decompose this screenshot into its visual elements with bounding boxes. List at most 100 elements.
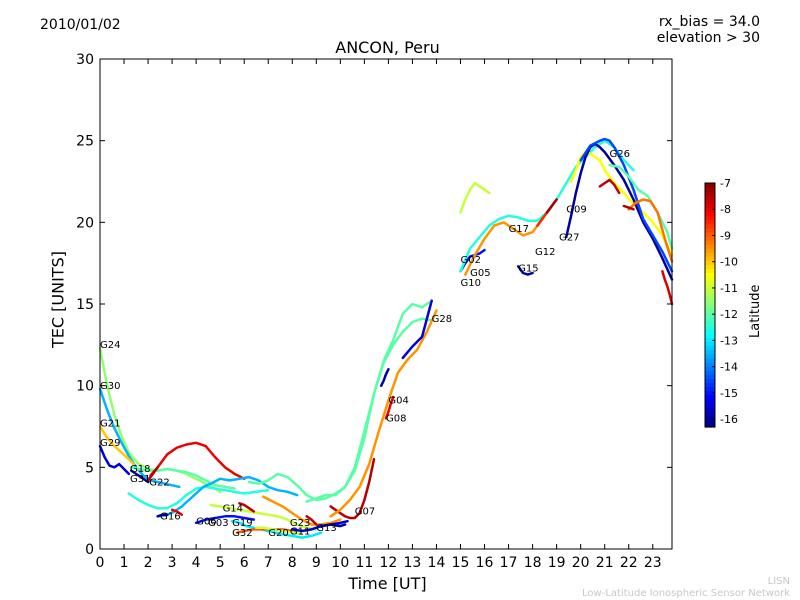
colorbar-segment: [705, 256, 715, 261]
series-line-g03b: [156, 513, 169, 518]
colorbar-segment: [705, 203, 715, 208]
series-label-g09: G09: [566, 205, 586, 216]
series-line-g26b: [598, 178, 621, 195]
x-tick-label: 2: [144, 555, 153, 571]
colorbar-frame: [704, 182, 716, 428]
colorbar-segment: [705, 378, 715, 383]
colorbar-segment: [705, 406, 715, 412]
series-line-g14b: [238, 502, 256, 513]
colorbar-segment: [705, 288, 715, 294]
series-label-g32: G32: [232, 528, 252, 539]
colorbar-segment: [705, 183, 715, 188]
plot-area: [100, 59, 672, 549]
x-tick-label: 23: [644, 555, 662, 571]
series-line-g23: [262, 495, 342, 526]
colorbar-segment: [705, 235, 715, 241]
series-label-g04: G04: [388, 396, 408, 407]
series-line-g09b: [545, 198, 558, 214]
x-tick-label: 9: [312, 555, 321, 571]
y-tick-label: 0: [85, 542, 94, 558]
series-label-g28: G28: [432, 314, 452, 325]
colorbar-segment: [705, 187, 715, 192]
series-label-g11: G11: [290, 526, 310, 537]
series-label-g15: G15: [518, 263, 538, 274]
date-label: 2010/01/02: [40, 17, 121, 33]
credit-short: LISN: [767, 576, 790, 587]
colorbar-tick-label: -9: [720, 229, 731, 242]
series-label-g08: G08: [386, 414, 406, 425]
colorbar-tick-label: -14: [720, 361, 738, 374]
series-line-g09: [569, 150, 674, 257]
colorbar-segment: [705, 353, 715, 359]
colorbar-tick-label: -10: [720, 256, 738, 269]
series-line-g01b: [622, 204, 635, 211]
y-tick-label: 5: [85, 460, 94, 476]
colorbar-segment: [705, 309, 715, 314]
elevation-label: elevation > 30: [656, 30, 760, 46]
series-line-g26: [579, 137, 674, 273]
colorbar-segment: [705, 422, 715, 428]
colorbar-segment: [705, 292, 715, 298]
series-line-g25: [627, 198, 674, 263]
x-tick-label: 22: [620, 555, 638, 571]
series-label-g05: G05: [470, 268, 490, 279]
colorbar-segment: [705, 211, 715, 217]
series-line-g27: [565, 142, 674, 281]
colorbar-segment: [705, 272, 715, 278]
series-label-g13: G13: [316, 523, 336, 534]
x-tick-label: 16: [476, 555, 494, 571]
y-tick-label: 15: [76, 297, 94, 313]
series-label-g12: G12: [535, 247, 555, 258]
colorbar-segment: [705, 370, 715, 375]
x-tick-label: 18: [524, 555, 542, 571]
colorbar-segment: [705, 199, 715, 204]
colorbar-segment: [705, 345, 715, 351]
series-line-g30: [98, 387, 181, 489]
series-line-g15: [516, 265, 534, 276]
series-label-g18: G18: [130, 464, 150, 475]
colorbar-segment: [705, 219, 715, 225]
colorbar-segment: [705, 260, 715, 265]
colorbar-segment: [705, 227, 715, 233]
series-line-g20: [254, 526, 304, 536]
series-layer: [98, 137, 674, 539]
colorbar-segment: [705, 374, 715, 379]
colorbar-tick-label: -13: [720, 334, 738, 347]
colorbar-segment: [705, 231, 715, 237]
colorbar-segment: [705, 268, 715, 274]
colorbar-segment: [705, 325, 715, 330]
colorbar-segment: [705, 386, 715, 391]
colorbar-segment: [705, 337, 715, 343]
series-line-g04b: [379, 368, 390, 387]
x-tick-label: 12: [379, 555, 397, 571]
series-label-g02: G02: [461, 255, 481, 266]
series-line-g22: [149, 441, 246, 481]
series-label-g14: G14: [223, 503, 243, 514]
series-label-g19: G19: [232, 518, 252, 529]
x-tick-label: 13: [404, 555, 422, 571]
series-label-g30: G30: [100, 381, 120, 392]
colorbar-segment: [705, 296, 715, 302]
y-tick-label: 30: [76, 52, 94, 68]
colorbar-segment: [705, 398, 715, 404]
series-line-g02: [459, 181, 491, 214]
x-tick-label: 5: [216, 555, 225, 571]
colorbar-segment: [705, 248, 715, 253]
colorbar-segment: [705, 264, 715, 269]
plot-background: [100, 59, 672, 549]
series-label-g27: G27: [559, 232, 579, 243]
x-tick-label: 10: [331, 555, 349, 571]
series-line-g17: [464, 217, 544, 276]
colorbar-segment: [705, 349, 715, 355]
series-line-g16b: [170, 508, 183, 516]
colorbar-segment: [705, 284, 715, 290]
series-line-g08: [384, 395, 395, 420]
colorbar-segment: [705, 191, 715, 196]
y-tick-label: 20: [76, 215, 94, 231]
series-label-g20: G20: [268, 528, 288, 539]
colorbar-tick-label: -11: [720, 282, 738, 295]
series-line-g29: [98, 444, 131, 476]
colorbar-segment: [705, 276, 715, 282]
series-label-g03: G03: [208, 518, 228, 529]
